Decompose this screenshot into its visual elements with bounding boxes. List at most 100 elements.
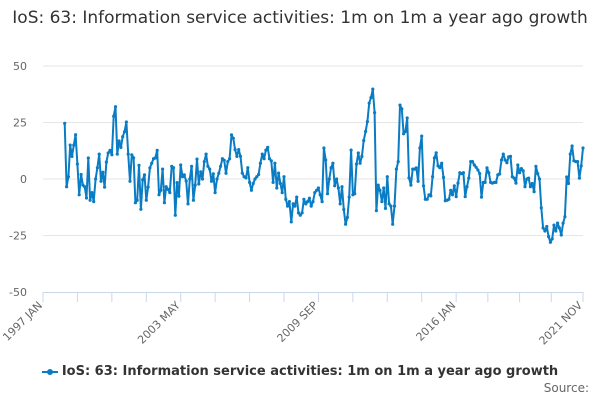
data-point — [456, 181, 460, 185]
data-point — [249, 188, 253, 192]
data-point — [101, 170, 105, 174]
x-tick-label: 2021 NOV — [537, 299, 586, 348]
data-point — [313, 191, 317, 195]
data-point — [521, 169, 525, 173]
data-point — [403, 129, 407, 134]
series-line — [63, 87, 585, 244]
data-point — [128, 179, 132, 183]
data-point — [195, 157, 199, 161]
x-tick-label: 1997 JAN — [0, 299, 45, 344]
data-point — [559, 233, 563, 237]
data-point — [373, 111, 377, 115]
data-point — [65, 185, 69, 189]
data-point — [527, 176, 531, 180]
data-point — [77, 193, 81, 197]
data-point — [463, 195, 467, 199]
data-point — [248, 180, 252, 184]
data-point — [449, 188, 453, 192]
data-point — [296, 211, 301, 215]
data-point — [409, 183, 413, 187]
data-point — [371, 87, 375, 91]
data-point — [142, 173, 147, 177]
data-point — [300, 211, 304, 215]
data-point — [266, 145, 270, 149]
data-point — [441, 175, 446, 179]
data-point — [528, 185, 533, 189]
data-point — [485, 166, 489, 170]
data-point — [228, 157, 232, 161]
data-point — [110, 153, 114, 157]
data-point — [184, 179, 188, 183]
data-point — [275, 186, 279, 190]
data-point — [378, 188, 382, 192]
data-point — [532, 190, 536, 194]
data-point — [467, 176, 471, 180]
data-point — [269, 159, 273, 163]
data-point — [237, 148, 241, 152]
data-point — [257, 172, 261, 177]
data-point — [267, 157, 272, 161]
data-point — [217, 171, 221, 175]
data-point — [302, 197, 306, 201]
data-point — [354, 162, 359, 166]
data-point — [255, 175, 259, 179]
data-point — [369, 96, 373, 100]
data-point — [570, 144, 574, 148]
legend[interactable]: IoS: 63: Information service activities:… — [0, 364, 600, 379]
data-point — [545, 224, 549, 229]
data-point — [358, 161, 362, 165]
data-point — [450, 193, 455, 197]
data-point — [103, 185, 107, 189]
data-point — [547, 235, 551, 239]
data-point — [554, 229, 558, 233]
data-point — [516, 163, 520, 167]
data-point — [400, 107, 404, 111]
data-point — [331, 161, 335, 165]
data-point — [541, 226, 545, 230]
data-point — [501, 152, 505, 156]
data-point — [211, 172, 215, 176]
data-point — [190, 164, 194, 168]
data-point — [398, 103, 402, 107]
data-point — [474, 165, 478, 169]
data-point — [141, 178, 145, 182]
data-point — [117, 139, 121, 143]
data-point — [231, 136, 235, 140]
data-point — [431, 175, 435, 179]
data-point — [309, 204, 313, 208]
data-point — [112, 114, 116, 118]
data-point — [382, 186, 386, 190]
data-point — [226, 160, 230, 164]
chart-title: IoS: 63: Information service activities:… — [12, 8, 588, 28]
data-point — [367, 101, 371, 105]
data-point — [202, 160, 206, 164]
data-point — [548, 240, 553, 244]
data-point — [472, 163, 476, 167]
data-point — [148, 166, 152, 170]
data-point — [233, 148, 237, 152]
data-point — [164, 185, 168, 189]
data-point — [565, 175, 569, 179]
data-point — [291, 202, 295, 206]
data-point — [115, 152, 119, 156]
series-path — [63, 88, 584, 244]
data-point — [530, 181, 534, 186]
data-point — [133, 201, 137, 205]
data-point — [376, 183, 380, 187]
legend-label: IoS: 63: Information service activities:… — [61, 364, 559, 379]
data-point — [327, 177, 331, 181]
data-point — [429, 194, 433, 198]
y-tick-label: 0 — [20, 173, 27, 186]
data-point — [197, 182, 201, 186]
data-point — [173, 213, 177, 217]
data-point — [418, 146, 422, 150]
data-point — [335, 177, 339, 181]
data-point — [360, 154, 364, 158]
data-point — [383, 206, 388, 210]
data-point — [126, 152, 130, 156]
data-point — [347, 195, 351, 199]
data-point — [476, 168, 480, 172]
data-point — [483, 180, 487, 184]
data-point — [306, 200, 310, 204]
data-point — [402, 132, 406, 136]
